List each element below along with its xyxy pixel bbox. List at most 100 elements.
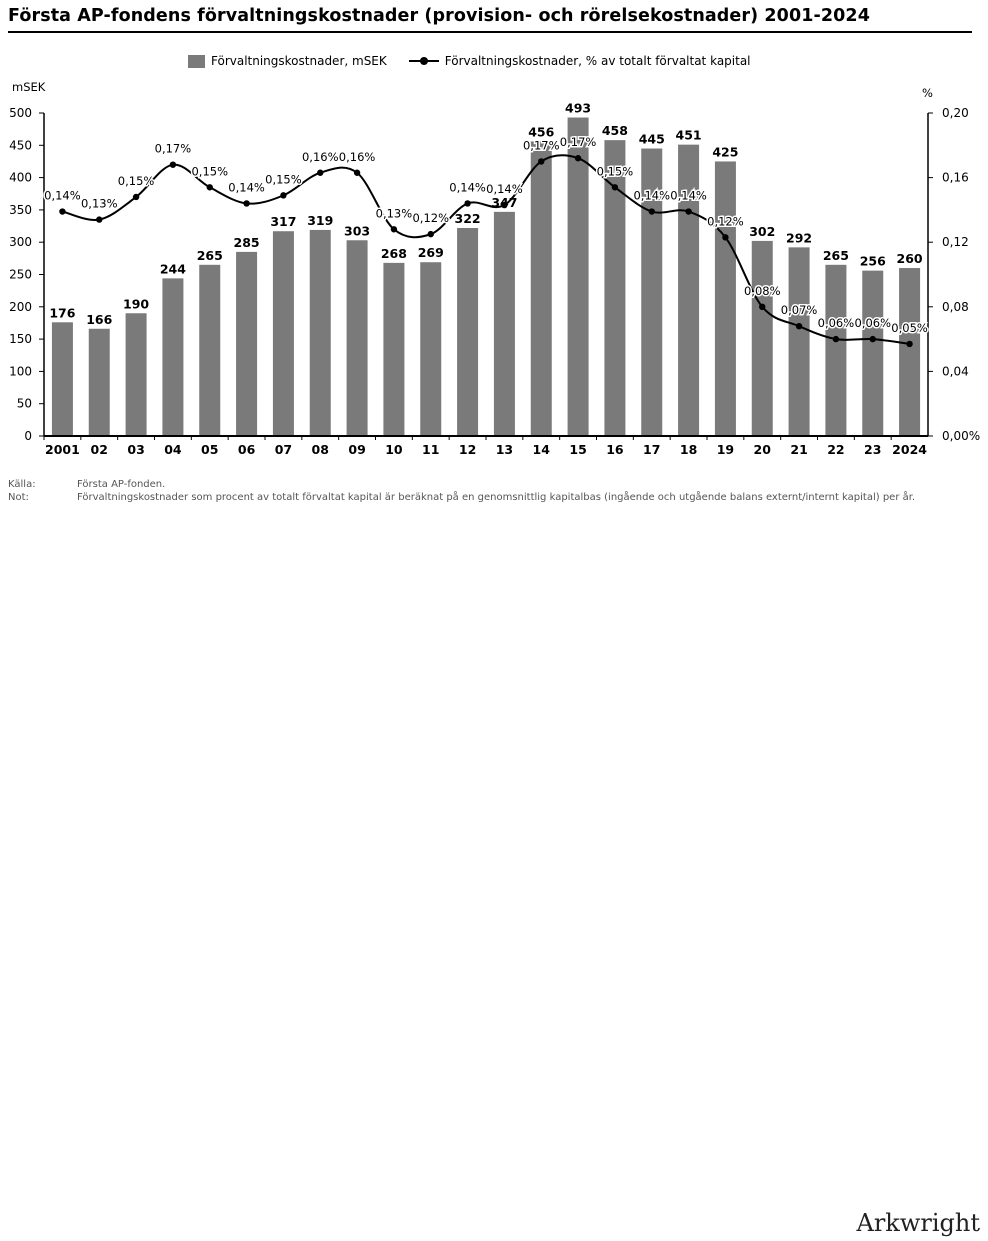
percent-point [427,230,434,238]
percent-point [501,201,508,209]
bar-data-label: 285 [234,235,260,250]
y-tick-label-left: 400 [9,171,32,185]
bar [678,144,700,437]
bar-data-label: 265 [197,248,223,263]
percent-point [59,208,66,215]
x-tick-label: 16 [606,442,624,457]
x-tick-label: 02 [91,442,108,457]
bar [272,231,294,436]
y-axis-right-unit: % [922,86,933,100]
x-tick-label: 15 [569,442,586,457]
bar [309,229,331,436]
bar [862,270,884,436]
percent-data-label: 0,12% [412,211,449,225]
percent-point [906,340,913,348]
percent-point [169,161,177,168]
bar [714,161,736,436]
bar-data-label: 303 [344,223,370,238]
bar [383,262,405,436]
x-tick-label: 13 [496,442,513,457]
y-tick-label-left: 200 [9,300,32,314]
percent-data-label: 0,14% [670,189,707,203]
bar [825,264,847,436]
source-key: Källa: [8,479,36,490]
bar [530,141,552,436]
y-tick-label-right: 0,12 [942,235,969,249]
x-tick-label: 17 [643,442,660,457]
chart-legend: Förvaltningskostnader, mSEK Förvaltnings… [188,54,751,68]
x-tick-label: 05 [201,442,218,457]
x-tick-label: 11 [422,442,439,457]
percent-data-label: 0,07% [781,303,818,317]
percent-data-label: 0,16% [339,150,376,164]
bar [751,240,773,436]
y-tick-label-left: 450 [9,138,32,152]
source-value: Första AP-fonden. [77,479,166,490]
x-tick-label: 09 [348,442,365,457]
bar-data-label: 260 [897,251,923,266]
percent-data-label: 0,06% [818,316,855,330]
y-axis-left-unit: mSEK [12,80,46,94]
percent-point [280,192,287,199]
bar-data-label: 493 [565,101,591,116]
bar-data-label: 265 [823,248,849,263]
bar [567,117,589,436]
note-key: Not: [8,491,29,503]
percent-data-label: 0,14% [228,180,265,194]
x-tick-label: 07 [275,442,292,457]
bar [899,268,921,436]
y-tick-label-left: 500 [9,106,32,120]
percent-data-label: 0,13% [81,197,118,211]
y-tick-label-right: 0,20 [942,106,969,120]
x-tick-label: 21 [790,442,807,457]
percent-point [390,226,398,233]
percent-point [206,184,213,191]
bar-data-label: 302 [749,224,775,239]
bar [457,227,479,436]
legend-line-swatch [408,55,439,67]
bar [199,264,221,436]
x-tick-label: 23 [864,442,881,457]
bar-data-label: 256 [860,254,886,269]
percent-data-label: 0,12% [707,214,744,228]
y-tick-label-left: 250 [9,268,32,282]
percent-data-label: 0,15% [265,172,302,186]
bar-data-label: 458 [602,123,628,138]
legend-line-label: Förvaltningskostnader, % av totalt förva… [444,54,751,68]
bar-data-label: 190 [123,296,149,311]
percent-data-label: 0,13% [376,206,413,220]
note-value: Förvaltningskostnader som procent av tot… [77,491,916,503]
bar [236,251,258,436]
chart-notes: Källa: Första AP-fonden. Not: Förvaltnin… [8,479,957,504]
bar-data-label: 176 [49,305,75,320]
bar-data-label: 425 [712,144,738,159]
bar [604,140,626,436]
brand-logo: Arkwright [856,1209,980,1237]
percent-point [96,216,103,223]
bar-data-label: 317 [270,214,296,229]
percent-point [317,169,324,176]
y-tick-label-right: 0,16 [942,171,969,185]
y-tick-label-left: 350 [9,203,32,217]
bar [420,262,442,436]
legend-bar-swatch [188,54,205,68]
percent-data-label: 0,15% [118,174,155,188]
x-tick-label: 18 [680,442,697,457]
cost-chart: mSEK %0501001502002503003504004505000,00%… [9,80,980,457]
percent-data-label: 0,14% [633,189,670,203]
x-tick-label: 19 [717,442,734,457]
x-tick-label: 12 [459,442,476,457]
percent-point [243,200,250,207]
bar [346,240,368,436]
percent-point [795,322,803,330]
bar-data-label: 319 [307,213,333,228]
percent-point [869,335,876,343]
bar [641,148,663,436]
bar-data-label: 451 [676,128,702,143]
bar [162,278,184,436]
x-tick-label: 04 [164,442,182,457]
percent-data-label: 0,15% [191,164,228,178]
percent-data-label: 0,08% [744,284,781,298]
bar-data-label: 445 [639,132,665,147]
percent-data-label: 0,17% [155,142,192,156]
